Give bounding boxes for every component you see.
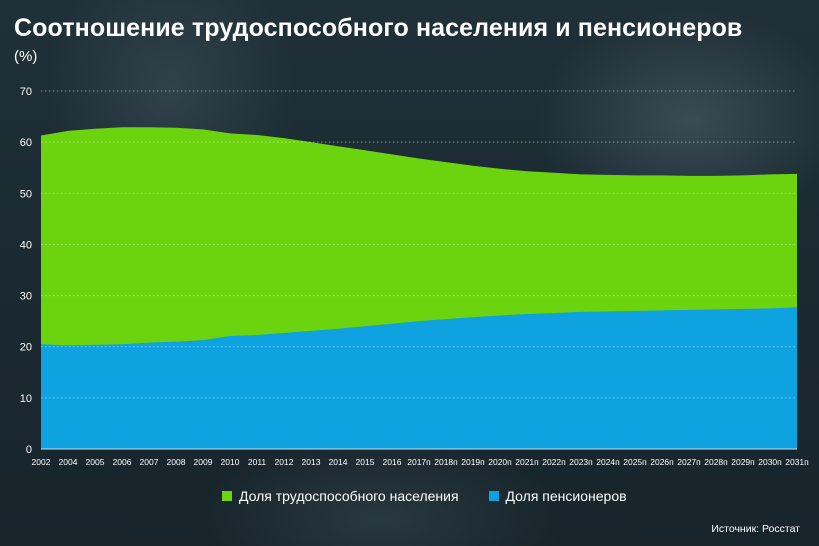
chart-title: Соотношение трудоспособного населения и … (14, 14, 743, 42)
x-tick-label: 2019п (461, 457, 485, 467)
y-tick-label: 30 (20, 291, 32, 303)
x-tick-label: 2013 (302, 457, 321, 467)
x-tick-label: 2025п (623, 457, 647, 467)
y-tick-label: 50 (20, 188, 32, 200)
legend-item-working: Доля трудоспособного населения (222, 488, 459, 504)
x-tick-label: 2023п (569, 457, 593, 467)
x-tick-label: 2008 (167, 457, 186, 467)
legend-label-pensioners: Доля пенсионеров (505, 488, 627, 504)
legend-label-working: Доля трудоспособного населения (239, 488, 459, 504)
legend-swatch-pensioners (488, 491, 499, 501)
x-tick-label: 2007 (140, 457, 159, 467)
y-tick-label: 20 (20, 342, 32, 354)
x-tick-label: 2018п (434, 457, 458, 467)
x-tick-label: 2024п (596, 457, 620, 467)
y-tick-label: 60 (20, 137, 32, 149)
x-tick-label: 2027п (677, 457, 701, 467)
x-tick-label: 2012 (275, 457, 294, 467)
x-tick-label: 2028п (704, 457, 728, 467)
x-tick-label: 2031п (785, 457, 809, 467)
area-pensioners (41, 307, 797, 449)
source-note: Источник: Росстат (711, 523, 800, 535)
x-tick-label: 2022п (542, 457, 566, 467)
x-tick-label: 2004 (59, 457, 78, 467)
x-tick-label: 2030п (758, 457, 782, 467)
legend-swatch-working (222, 491, 232, 501)
x-tick-label: 2010 (221, 457, 240, 467)
x-tick-label: 2021п (515, 457, 539, 467)
y-tick-label: 70 (20, 86, 32, 98)
x-tick-label: 2009 (194, 457, 213, 467)
y-tick-label: 10 (20, 393, 32, 405)
x-tick-label: 2011 (248, 457, 267, 467)
x-tick-label: 2005 (86, 457, 105, 467)
x-tick-label: 2014 (329, 457, 348, 467)
x-tick-label: 2029п (731, 457, 755, 467)
x-tick-label: 2026п (650, 457, 674, 467)
legend-item-pensioners: Доля пенсионеров (488, 488, 627, 504)
x-tick-label: 2002 (32, 457, 51, 467)
y-tick-label: 0 (26, 444, 32, 456)
x-tick-label: 2015 (356, 457, 375, 467)
legend: Доля трудоспособного населения Доля пенс… (222, 488, 627, 504)
x-tick-label: 2006 (113, 457, 132, 467)
x-tick-label: 2017п (407, 457, 431, 467)
y-tick-label: 40 (20, 239, 32, 251)
x-tick-label: 2016 (383, 457, 402, 467)
unit-label: (%) (14, 48, 38, 65)
x-tick-label: 2020п (488, 457, 512, 467)
